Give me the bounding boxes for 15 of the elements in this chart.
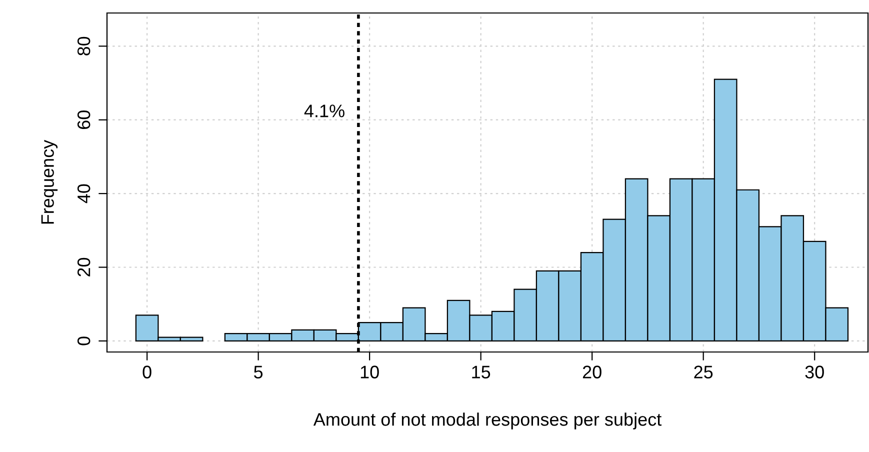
annotation: 4.1% <box>304 104 344 118</box>
y-tick-label: 80 <box>77 36 90 56</box>
x-tick-label: 10 <box>360 366 379 378</box>
x-tick-label: 5 <box>254 366 263 378</box>
y-tick-label: 60 <box>77 110 90 129</box>
x-tick-label: 0 <box>142 366 152 378</box>
y-tick-label: 0 <box>77 336 90 346</box>
x-tick-label: 30 <box>805 366 824 378</box>
x-tick-label: 15 <box>472 366 490 378</box>
x-axis-title: Amount of not modal responses per subject <box>313 412 662 430</box>
y-tick-label: 20 <box>77 258 90 276</box>
x-tick-label: 25 <box>694 366 713 378</box>
y-tick-label: 40 <box>77 184 90 204</box>
x-tick-label: 20 <box>582 366 602 378</box>
y-axis-title: Frequency <box>41 140 58 224</box>
